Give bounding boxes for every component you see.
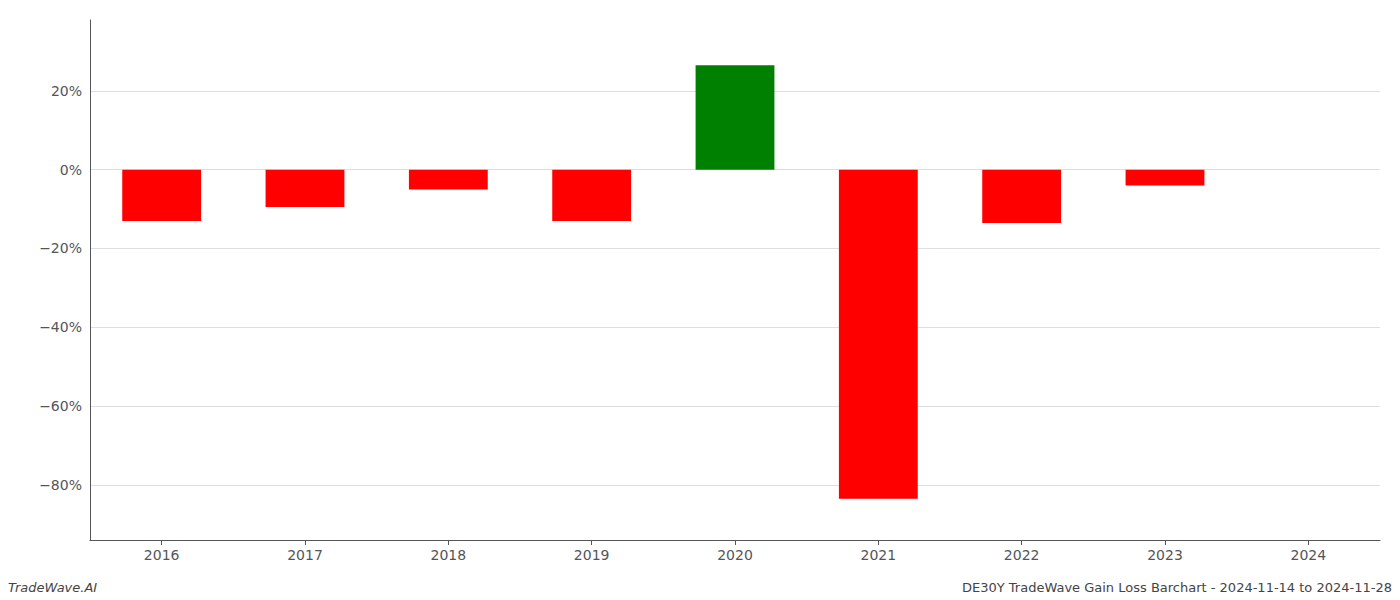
svg-text:20%: 20% (51, 83, 82, 99)
svg-text:2021: 2021 (861, 547, 897, 563)
svg-text:−40%: −40% (39, 319, 82, 335)
svg-text:−80%: −80% (39, 477, 82, 493)
svg-text:2016: 2016 (144, 547, 180, 563)
svg-text:2018: 2018 (431, 547, 467, 563)
svg-text:−60%: −60% (39, 398, 82, 414)
svg-text:TradeWave.AI: TradeWave.AI (8, 580, 97, 595)
svg-text:2017: 2017 (287, 547, 323, 563)
svg-text:2022: 2022 (1004, 547, 1040, 563)
svg-text:0%: 0% (60, 162, 82, 178)
svg-text:2023: 2023 (1147, 547, 1183, 563)
svg-text:2024: 2024 (1291, 547, 1327, 563)
svg-text:2020: 2020 (717, 547, 753, 563)
svg-text:2019: 2019 (574, 547, 610, 563)
svg-text:DE30Y TradeWave Gain Loss Barc: DE30Y TradeWave Gain Loss Barchart - 202… (962, 580, 1392, 595)
svg-text:−20%: −20% (39, 240, 82, 256)
